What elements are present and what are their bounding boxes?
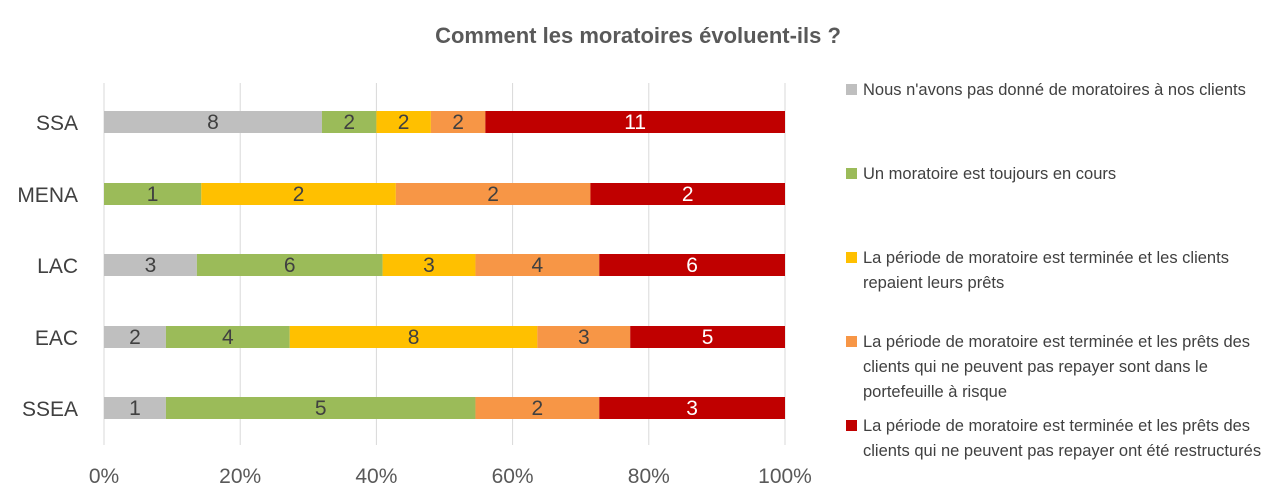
data-label: 4 [532,254,544,277]
data-label: 2 [682,183,694,206]
data-label: 2 [398,111,410,134]
category-label: MENA [17,184,78,207]
bar-segment [382,254,476,276]
data-label: 2 [129,326,141,349]
category-label: EAC [35,327,78,350]
data-label: 8 [207,111,219,134]
legend-label: La période de moratoire est terminée et … [863,417,1262,460]
bar-segment [599,254,785,276]
legend-swatch [846,84,857,95]
data-label: 5 [702,326,714,349]
bar-segment [475,254,600,276]
bar-segment [475,397,600,419]
data-label: 3 [578,326,590,349]
bar-segment [104,183,202,205]
legend-swatch [846,420,857,431]
data-label: 8 [408,326,420,349]
legend-label: La période de moratoire est terminée et … [863,333,1251,401]
legend-label: Nous n'avons pas donné de moratoires à n… [863,81,1246,99]
bar-segment [165,326,290,348]
bar-segment [165,397,476,419]
bar-segment [321,111,377,133]
x-tick-label: 60% [492,465,534,488]
bar-segment [201,183,396,205]
bar-segment [485,111,785,133]
x-tick-label: 20% [219,465,261,488]
data-label: 4 [222,326,234,349]
data-label: 2 [343,111,355,134]
x-tick-label: 40% [355,465,397,488]
data-label: 3 [686,397,698,420]
bar-segment [104,111,322,133]
bar-segment [430,111,486,133]
data-label: 5 [315,397,327,420]
category-label: LAC [37,255,78,278]
data-label: 6 [284,254,296,277]
bar-segment [104,254,197,276]
legend-swatch [846,168,857,179]
bar-segment [630,326,785,348]
chart-title: Comment les moratoires évoluent-ils ? [435,23,841,48]
data-label: 2 [532,397,544,420]
data-label: 2 [293,183,305,206]
data-label: 2 [452,111,464,134]
legend-label: Un moratoire est toujours en cours [863,165,1117,183]
bar-segments: 8 2 2 2 111 2 2 23 6 3 4 62 4 8 3 51 5 2 3 [104,111,785,420]
category-label: SSEA [22,398,78,421]
category-label: SSA [36,112,78,135]
x-tick-label: 0% [89,465,119,488]
legend-swatch [846,252,857,263]
data-label: 3 [423,254,435,277]
data-label: 6 [686,254,698,277]
bar-segment [196,254,383,276]
x-tick-labels: 0% 20% 40% 60% 80% 100% [89,465,812,488]
data-label: 1 [147,183,159,206]
x-tick-label: 100% [758,465,812,488]
category-labels: SSA MENA LAC EAC SSEA [17,112,78,421]
data-label: 1 [129,397,141,420]
bar-segment [537,326,631,348]
bar-segment [104,326,166,348]
data-label: 2 [487,183,499,206]
bar-segment [599,397,785,419]
bar-segment [395,183,591,205]
x-tick-label: 80% [628,465,670,488]
bar-segment [104,397,166,419]
legend-label: La période de moratoire est terminée et … [863,249,1229,292]
legend-swatch [846,336,857,347]
data-label: 11 [624,111,646,134]
bar-segment [590,183,785,205]
bar-segment [289,326,538,348]
bar-segment [376,111,431,133]
data-label: 3 [145,254,157,277]
